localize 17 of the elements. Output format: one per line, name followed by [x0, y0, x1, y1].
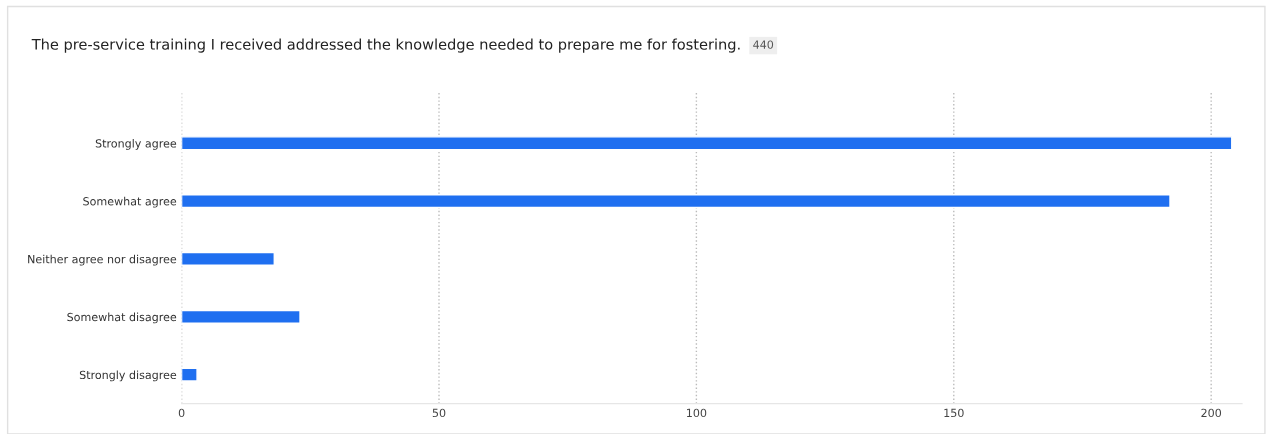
y-tick-label: Strongly agree: [95, 139, 177, 150]
y-tick-label: Strongly disagree: [79, 370, 177, 382]
chart-title: The pre-service training I received addressed the knowledge needed to prepare me for fostering.: [31, 38, 740, 53]
bar: [181, 309, 301, 324]
x-tick-label: 200: [1201, 408, 1222, 418]
bar: [181, 251, 275, 267]
bar: [181, 367, 198, 382]
x-tick-label: 0: [178, 408, 185, 418]
y-tick-label: Somewhat disagree: [67, 312, 177, 324]
y-tick-label: Neither agree nor disagree: [28, 254, 177, 266]
x-tick-label: 100: [687, 408, 707, 418]
y-tick-label: Somewhat agree: [83, 196, 177, 208]
x-tick-label: 50: [432, 408, 446, 418]
text: 440: [753, 40, 774, 49]
bar: [181, 136, 1233, 151]
bar: [181, 194, 1171, 209]
x-tick-label: 150: [944, 408, 964, 418]
